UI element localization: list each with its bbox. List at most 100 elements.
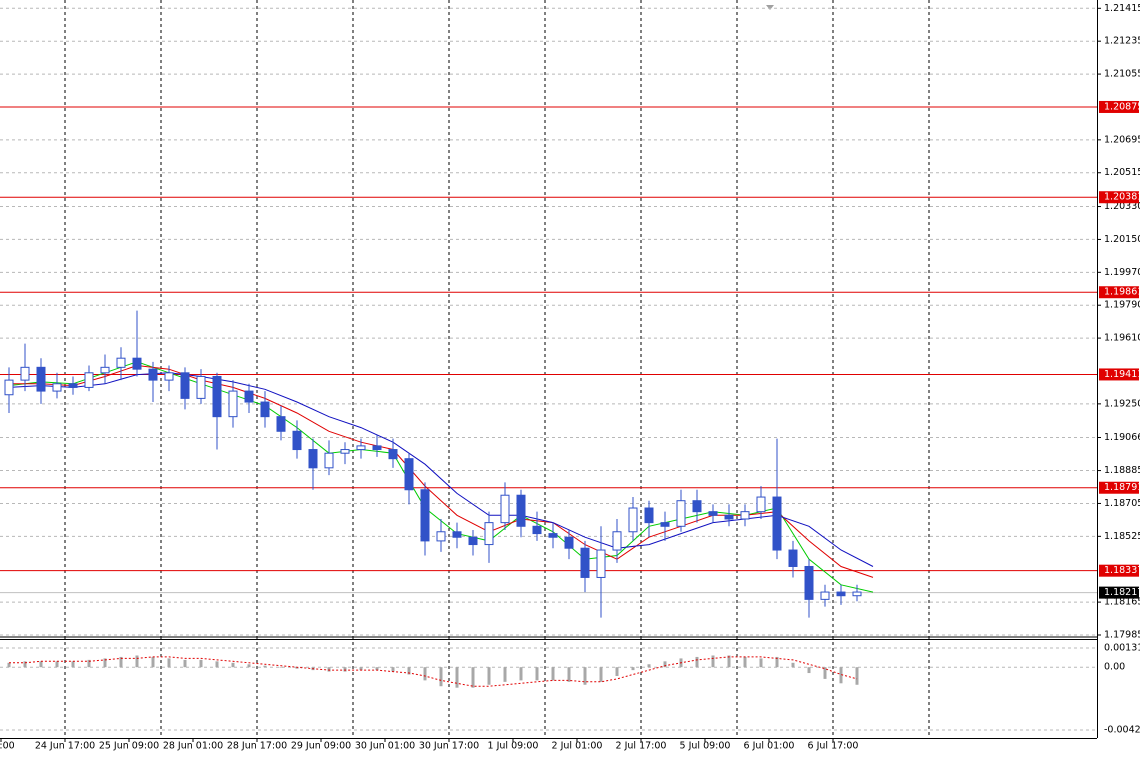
indicator-bar bbox=[423, 667, 427, 681]
indicator-bar bbox=[583, 667, 587, 685]
candle-body bbox=[548, 533, 558, 538]
candle-body bbox=[532, 525, 542, 535]
y-tick-label: 1.21055 bbox=[1104, 69, 1140, 80]
x-tick-label: 28 Jun 01:00 bbox=[163, 741, 223, 752]
candle-body bbox=[452, 531, 462, 538]
level-label: 1.20875 bbox=[1104, 101, 1140, 112]
candle-body bbox=[596, 549, 606, 578]
level-tag bbox=[1099, 481, 1139, 494]
candle-body bbox=[772, 496, 782, 551]
x-tick-label: 2 Jul 01:00 bbox=[552, 741, 603, 752]
indicator-bar bbox=[695, 656, 699, 668]
candle-body bbox=[660, 522, 670, 527]
level-label: 1.18791 bbox=[1104, 482, 1140, 493]
candle-body bbox=[68, 383, 78, 388]
y-tick-label: 1.20150 bbox=[1104, 234, 1140, 245]
candle-body bbox=[740, 511, 750, 520]
x-tick-label: 28 Jun 17:00 bbox=[227, 741, 287, 752]
indicator-bar bbox=[631, 667, 635, 671]
candle-body bbox=[788, 549, 798, 567]
candle-body bbox=[388, 449, 398, 460]
candle-body bbox=[404, 458, 414, 491]
indicator-bar bbox=[295, 667, 299, 669]
y-tick-label: 1.18525 bbox=[1104, 531, 1140, 542]
y-tick-label: 1.19066 bbox=[1104, 432, 1140, 443]
indicator-tick-label: 0.001311 bbox=[1104, 643, 1140, 654]
indicator-bar bbox=[615, 667, 619, 676]
candle-body bbox=[132, 357, 142, 370]
candle-body bbox=[676, 500, 686, 527]
candle-body bbox=[820, 591, 830, 600]
indicator-bar bbox=[839, 667, 843, 684]
candle-body bbox=[292, 430, 302, 451]
candle-body bbox=[84, 372, 94, 388]
indicator-bar bbox=[343, 667, 347, 672]
indicator-bar bbox=[551, 667, 555, 681]
indicator-tick-label: -0.00429 bbox=[1104, 725, 1140, 736]
indicator-bar bbox=[151, 656, 155, 668]
x-tick-label: 6 Jul 17:00 bbox=[808, 741, 859, 752]
indicator-bar bbox=[103, 658, 107, 668]
y-tick-label: 1.18885 bbox=[1104, 465, 1140, 476]
indicator-bar bbox=[375, 667, 379, 671]
y-tick-label: 1.20330 bbox=[1104, 201, 1140, 212]
level-tag bbox=[1099, 368, 1139, 381]
indicator-bar bbox=[327, 667, 331, 672]
candle-body bbox=[420, 489, 430, 542]
shift-marker bbox=[766, 5, 774, 10]
y-tick-label: 1.21415 bbox=[1104, 3, 1140, 14]
level-label: 1.18337 bbox=[1104, 565, 1140, 576]
candle-body bbox=[692, 500, 702, 513]
indicator-bar bbox=[599, 667, 603, 682]
candle-body bbox=[36, 366, 46, 392]
candle-body bbox=[372, 445, 382, 451]
indicator-bar bbox=[743, 656, 747, 668]
candle-body bbox=[324, 452, 334, 469]
current-price-tag bbox=[1099, 586, 1139, 599]
indicator-bar bbox=[727, 655, 731, 668]
indicator-bar bbox=[439, 667, 443, 687]
y-tick-label: 1.20515 bbox=[1104, 167, 1140, 178]
candle-body bbox=[436, 531, 446, 542]
candle-body bbox=[356, 445, 366, 451]
indicator-bar bbox=[535, 667, 539, 681]
y-tick-label: 1.18165 bbox=[1104, 597, 1140, 608]
indicator-bar bbox=[775, 656, 779, 668]
candle-body bbox=[116, 357, 126, 368]
indicator-bar bbox=[759, 658, 763, 668]
indicator-bar bbox=[823, 667, 827, 679]
candle-body bbox=[516, 494, 526, 527]
candle-body bbox=[244, 390, 254, 403]
candle-body bbox=[580, 547, 590, 578]
indicator-bar bbox=[391, 667, 395, 672]
level-tag bbox=[1099, 100, 1139, 113]
level-label: 1.20381 bbox=[1104, 192, 1140, 203]
candle-body bbox=[500, 494, 510, 524]
x-tick-label: 29 Jun 09:00 bbox=[291, 741, 351, 752]
level-label: 1.19861 bbox=[1104, 287, 1140, 298]
indicator-tick-label: 0.00 bbox=[1104, 662, 1125, 673]
candle-body bbox=[4, 379, 14, 396]
candle-body bbox=[148, 368, 158, 381]
candle-body bbox=[276, 416, 286, 432]
candle-body bbox=[180, 372, 190, 399]
indicator-bar bbox=[519, 667, 523, 681]
y-tick-label: 1.21235 bbox=[1104, 36, 1140, 47]
x-tick-label: 2 Jul 17:00 bbox=[616, 741, 667, 752]
level-tag bbox=[1099, 191, 1139, 204]
indicator-bar bbox=[471, 667, 475, 688]
candle-body bbox=[804, 565, 814, 600]
x-tick-label: 01:00 bbox=[0, 741, 15, 752]
x-tick-label: 1 Jul 09:00 bbox=[488, 741, 539, 752]
x-tick-label: 5 Jul 09:00 bbox=[680, 741, 731, 752]
candle-body bbox=[196, 375, 206, 399]
current-price-label: 1.18217 bbox=[1104, 587, 1140, 598]
indicator-bar bbox=[407, 667, 411, 675]
x-tick-label: 6 Jul 01:00 bbox=[744, 741, 795, 752]
indicator-bar bbox=[167, 658, 171, 668]
candle-body bbox=[724, 514, 734, 520]
indicator-bar bbox=[23, 661, 27, 668]
candle-body bbox=[212, 375, 222, 418]
